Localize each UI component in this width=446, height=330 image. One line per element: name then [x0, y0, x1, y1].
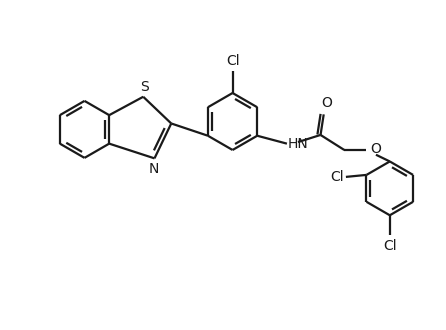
- Text: N: N: [149, 161, 159, 176]
- Text: O: O: [322, 96, 332, 111]
- Text: HN: HN: [288, 137, 309, 151]
- Text: Cl: Cl: [330, 170, 343, 184]
- Text: Cl: Cl: [383, 239, 396, 253]
- Text: S: S: [140, 80, 149, 94]
- Text: Cl: Cl: [226, 54, 240, 68]
- Text: O: O: [370, 142, 381, 156]
